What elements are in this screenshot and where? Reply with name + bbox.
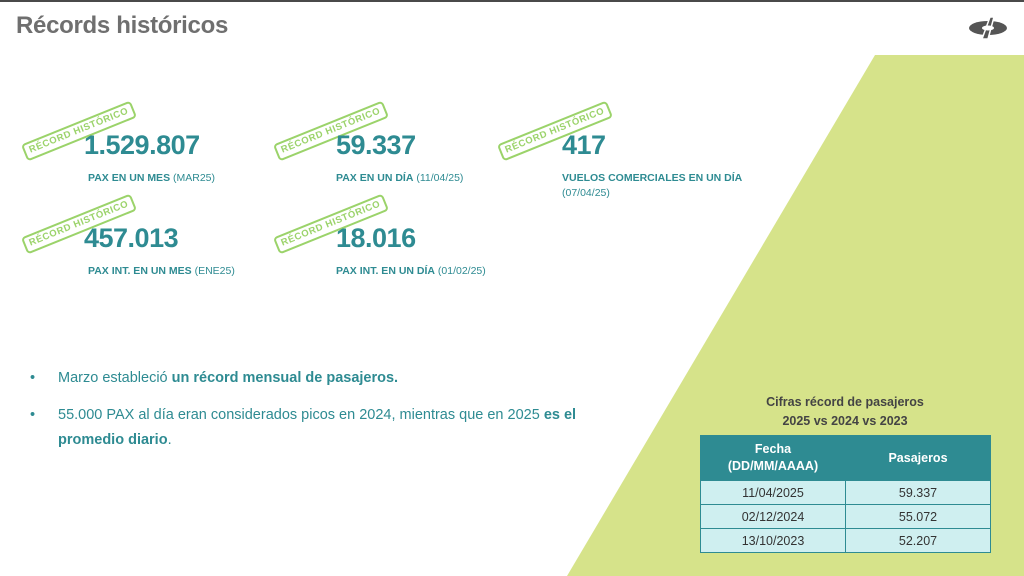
- bullet-dot: •: [30, 407, 36, 423]
- cell-pax: 52.207: [845, 528, 991, 553]
- bullet-bold: un récord mensual de pasajeros.: [171, 370, 399, 386]
- record-value: 1.529.807: [84, 130, 200, 160]
- record-label: PAX INT. EN UN MES (ENE25): [88, 264, 235, 278]
- record-label-detail: (MAR25): [173, 172, 216, 184]
- record-label-main: VUELOS COMERCIALES EN UN DÍA: [562, 172, 743, 184]
- record-label: PAX EN UN MES (MAR25): [88, 171, 215, 185]
- bullet-text: Marzo estableció: [58, 370, 172, 386]
- page-title: Récords históricos: [16, 12, 228, 39]
- table-title: Cifras récord de pasajeros 2025 vs 2024 …: [700, 393, 990, 431]
- table-row: 13/10/2023 52.207: [700, 528, 991, 553]
- column-header-date: Fecha (DD/MM/AAAA): [700, 435, 846, 481]
- record-label-detail: (11/04/25): [416, 172, 464, 184]
- bullet-item: • 55.000 PAX al día eran considerados pi…: [30, 403, 590, 453]
- record-label: PAX EN UN DÍA (11/04/25): [336, 171, 463, 185]
- table-title-line2: 2025 vs 2024 vs 2023: [782, 414, 908, 428]
- cell-pax: 55.072: [845, 504, 991, 529]
- record-label: PAX INT. EN UN DÍA (01/02/25): [336, 264, 486, 278]
- bullet-item: • Marzo estableció un récord mensual de …: [30, 366, 590, 391]
- record-value: 18.016: [336, 223, 416, 253]
- column-header-pax: Pasajeros: [845, 435, 991, 481]
- record-label-main: PAX INT. EN UN MES: [88, 265, 192, 277]
- cell-date: 11/04/2025: [700, 480, 846, 505]
- cell-pax: 59.337: [845, 480, 991, 505]
- record-value: 59.337: [336, 130, 416, 160]
- record-table: Fecha (DD/MM/AAAA) Pasajeros 11/04/2025 …: [700, 435, 991, 553]
- bullet-after: .: [167, 432, 172, 448]
- date-header-line2: (DD/MM/AAAA): [727, 459, 819, 473]
- date-header-line1: Fecha: [754, 442, 792, 456]
- cell-date: 02/12/2024: [700, 504, 846, 529]
- company-logo-icon: [969, 16, 1007, 40]
- table-header-row: Fecha (DD/MM/AAAA) Pasajeros: [700, 435, 991, 481]
- record-value: 417: [562, 130, 606, 160]
- record-label-main: PAX EN UN DÍA: [336, 172, 414, 184]
- record-label-main: PAX EN UN MES: [88, 172, 171, 184]
- cell-date: 13/10/2023: [700, 528, 846, 553]
- top-divider: [0, 0, 1024, 2]
- record-label-detail: (01/02/25): [437, 265, 486, 277]
- record-value: 457.013: [84, 223, 179, 253]
- bullet-bold: es el promedio diario: [58, 407, 577, 448]
- bullet-text: 55.000 PAX al día eran considerados pico…: [58, 407, 544, 423]
- record-label-main: PAX INT. EN UN DÍA: [336, 265, 435, 277]
- record-label-detail: (07/04/25): [562, 187, 610, 199]
- bullet-list: • Marzo estableció un récord mensual de …: [30, 366, 590, 465]
- record-label-detail: (ENE25): [194, 265, 235, 277]
- table-row: 11/04/2025 59.337: [700, 480, 991, 505]
- table-row: 02/12/2024 55.072: [700, 504, 991, 529]
- table-title-line1: Cifras récord de pasajeros: [766, 395, 924, 409]
- bullet-dot: •: [30, 370, 36, 386]
- record-label: VUELOS COMERCIALES EN UN DÍA: [562, 171, 742, 185]
